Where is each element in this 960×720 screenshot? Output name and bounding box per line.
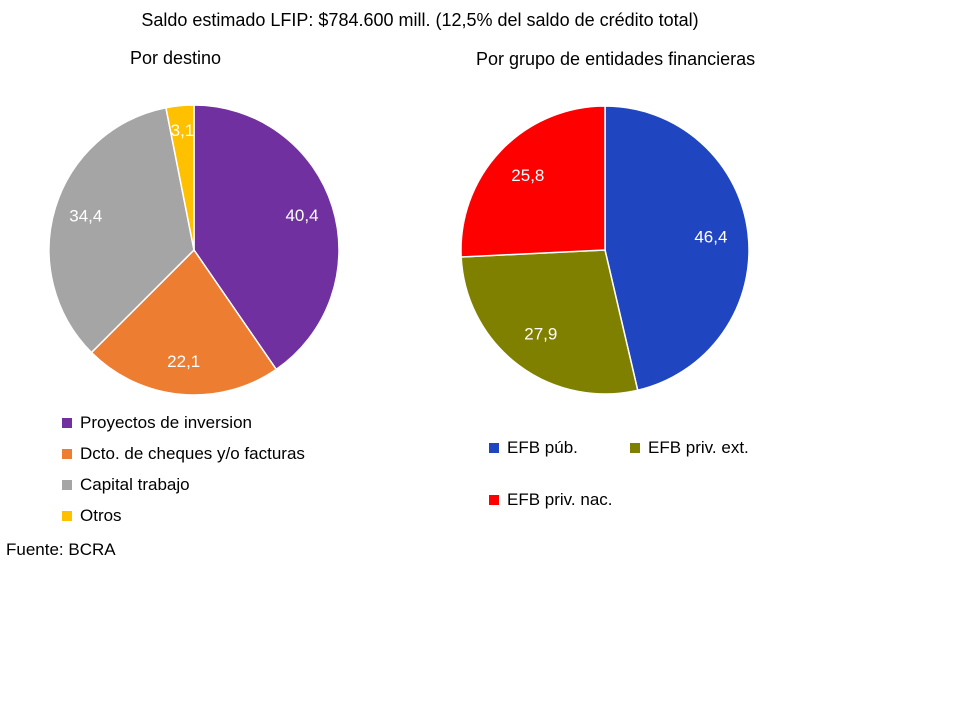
pie-data-label-2-1: 46,4 [694,227,727,246]
pie-data-label-2-2: 27,9 [524,325,557,344]
legend-item-efb-priv-nac: EFB priv. nac. [489,490,613,510]
legend-item-efb-priv-ext: EFB priv. ext. [630,438,749,458]
chart-title: Saldo estimado LFIP: $784.600 mill. (12,… [141,10,699,30]
legend-swatch [489,495,499,505]
legend-item-capital: Capital trabajo [62,475,190,495]
legend-item-descuento: Dcto. de cheques y/o facturas [62,444,305,464]
pie-data-label-1-3: 34,4 [69,207,102,226]
legend-swatch [62,418,72,428]
legend-label: EFB púb. [507,438,578,457]
legend-label: EFB priv. nac. [507,490,613,509]
pie-slice-1-2 [90,248,278,396]
legend-label: Capital trabajo [80,475,190,494]
legend-swatch [62,511,72,521]
legend-label: Dcto. de cheques y/o facturas [80,444,305,463]
legend-swatch [62,449,72,459]
legend-label: Proyectos de inversion [80,413,252,432]
pie-slice-2-3 [460,105,606,258]
pie-data-label-2-3: 25,8 [511,166,544,185]
pie-data-label-1-2: 22,1 [167,352,200,371]
pie-slice-2-1 [604,105,750,392]
pie-slice-1-3 [48,106,195,354]
pie-slice-1-1 [193,104,340,371]
legend-swatch [630,443,640,453]
legend-item-efb-pub: EFB púb. [489,438,578,458]
pie-data-label-1-4: 3,1 [171,121,195,140]
pie1-title: Por destino [130,48,222,68]
pie2-title: Por grupo de entidades financieras [476,49,756,69]
legend-item-proyectos: Proyectos de inversion [62,413,252,433]
source-note: Fuente: BCRA [6,540,116,559]
legend-label: EFB priv. ext. [648,438,749,457]
legend-label: Otros [80,506,122,525]
legend-swatch [62,480,72,490]
legend-item-otros: Otros [62,506,122,526]
legend-swatch [489,443,499,453]
pie-slice-1-4 [165,104,195,251]
pie-data-label-1-1: 40,4 [285,206,318,225]
pie-slice-2-2 [460,249,639,395]
